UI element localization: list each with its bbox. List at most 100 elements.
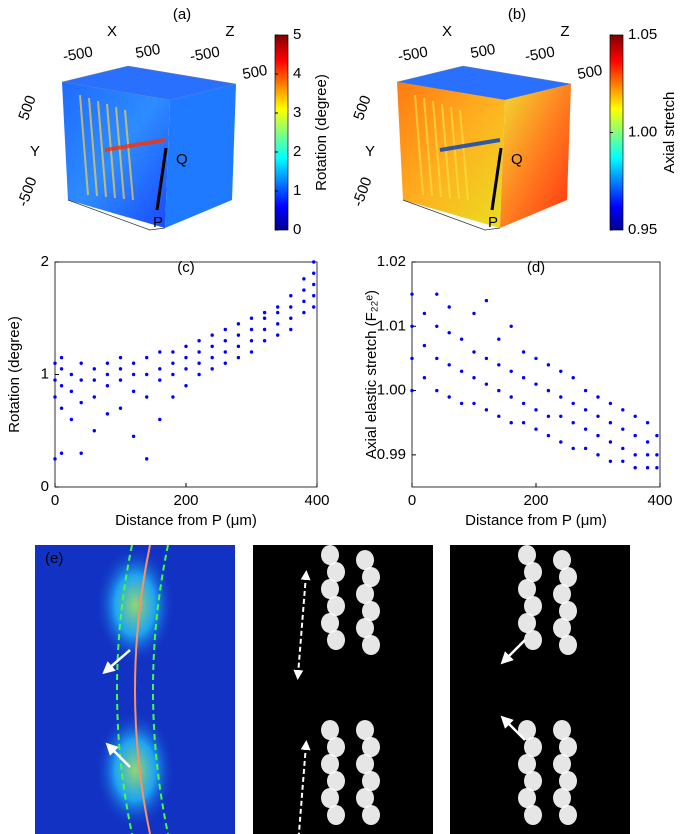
blob — [356, 720, 374, 740]
point — [302, 288, 306, 292]
point — [472, 311, 476, 316]
point — [105, 372, 110, 377]
point — [447, 305, 451, 309]
arrow — [105, 742, 131, 768]
point — [302, 299, 306, 304]
z-tick-label: -500 — [524, 43, 557, 65]
point — [145, 395, 149, 399]
point — [521, 421, 526, 425]
point — [210, 333, 214, 337]
blob — [559, 737, 577, 757]
point — [171, 361, 175, 365]
point — [69, 372, 74, 377]
blob — [321, 613, 339, 633]
point — [158, 378, 162, 382]
point — [262, 327, 267, 332]
point — [236, 322, 241, 326]
point — [289, 316, 293, 320]
point — [546, 414, 551, 418]
point — [472, 350, 476, 354]
y-tick-label: 1.02 — [377, 253, 406, 270]
point — [596, 414, 600, 418]
colorbar-tick-label: 1.05 — [628, 26, 657, 43]
x-tick-label: 200 — [523, 492, 548, 509]
glow — [95, 710, 175, 830]
point — [262, 316, 267, 320]
z-tick-label: 500 — [576, 62, 604, 83]
point — [289, 327, 293, 332]
blob — [524, 805, 542, 825]
point — [645, 421, 650, 425]
point — [583, 427, 588, 431]
point — [534, 427, 538, 431]
point — [583, 446, 588, 451]
colorbar-tick-label: 3 — [293, 104, 301, 121]
point — [79, 400, 83, 405]
blob — [553, 788, 571, 808]
arrow — [500, 639, 526, 665]
point — [447, 395, 451, 399]
point — [633, 433, 637, 438]
point — [249, 350, 254, 354]
colorbar-tick-label: 1 — [293, 182, 301, 199]
blob — [327, 771, 345, 791]
point — [633, 453, 637, 457]
blob — [559, 805, 577, 825]
point — [184, 384, 188, 388]
cube-stripe — [423, 97, 433, 197]
point — [422, 343, 427, 348]
x-axis-label: Distance from P (μm) — [465, 512, 607, 529]
blob — [362, 771, 380, 791]
point — [571, 376, 575, 380]
colorbar-label: Rotation (degree) — [313, 74, 330, 191]
double-arrow — [293, 570, 311, 680]
blob — [553, 584, 571, 604]
point — [534, 408, 538, 412]
blob — [327, 805, 345, 825]
fit-curve — [134, 544, 151, 834]
point — [276, 322, 280, 326]
z-axis-label: Z — [560, 23, 569, 40]
blob — [524, 596, 542, 616]
blob — [362, 567, 380, 587]
point — [410, 292, 414, 296]
blob — [321, 545, 339, 565]
blob — [518, 754, 536, 774]
cube-stripe — [115, 106, 125, 200]
point — [484, 382, 489, 386]
cube-axis — [402, 199, 501, 231]
blob — [356, 584, 374, 604]
blob — [327, 630, 345, 650]
point — [249, 327, 254, 332]
y-axis-label: Axial elastic stretch (F₂₂ᵉ) — [363, 290, 380, 459]
blob — [524, 630, 542, 650]
x-tick-label: 400 — [647, 492, 672, 509]
point — [447, 363, 451, 367]
point — [131, 434, 136, 439]
blob — [559, 635, 577, 655]
point — [410, 324, 414, 328]
point — [289, 294, 293, 298]
blob — [524, 771, 542, 791]
point — [497, 388, 501, 393]
point — [262, 310, 267, 315]
cube-front — [62, 82, 170, 228]
annotation: Q — [511, 151, 523, 168]
point — [118, 355, 123, 360]
annotation: P — [153, 214, 163, 231]
cube-stripe — [414, 94, 424, 196]
y-axis-label: Y — [365, 143, 375, 160]
blob — [518, 720, 536, 740]
point — [59, 451, 64, 455]
pq-line — [155, 147, 168, 211]
pq-line — [490, 147, 503, 211]
x-tick-label: 0 — [51, 492, 59, 509]
double-arrow — [293, 740, 311, 834]
point — [509, 324, 513, 328]
point — [410, 388, 414, 393]
blob — [553, 550, 571, 570]
x-tick-label: -500 — [62, 43, 95, 65]
annotation: P — [488, 214, 498, 231]
point — [53, 378, 57, 382]
band-curve — [116, 544, 133, 834]
